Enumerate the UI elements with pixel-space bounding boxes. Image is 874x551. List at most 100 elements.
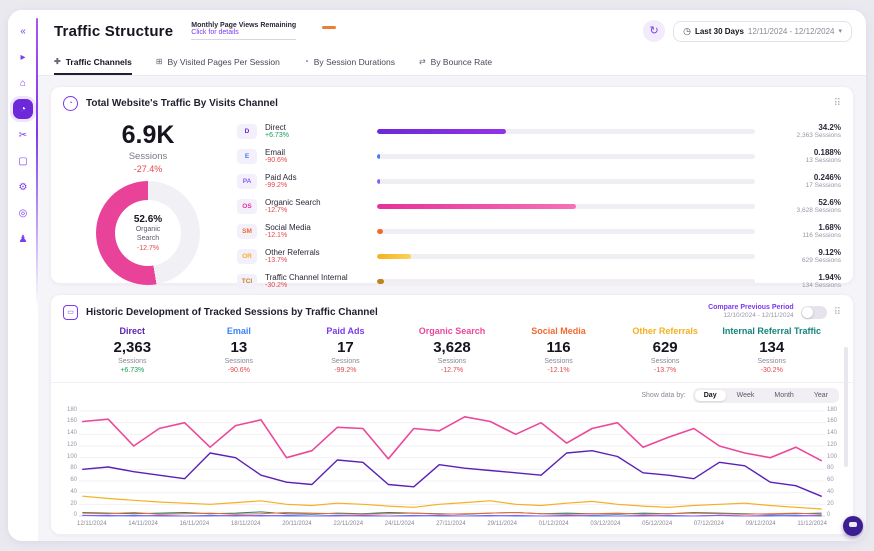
- tab-by-session-durations[interactable]: ◔ By Session Durations: [304, 52, 395, 75]
- sidebar-item[interactable]: ⌂: [8, 70, 38, 96]
- summary-other-referrals[interactable]: Other Referrals 629 Sessions -13.7%: [612, 326, 719, 375]
- granularity-day[interactable]: Day: [694, 389, 726, 401]
- y-tick-label: 0: [827, 512, 831, 519]
- channel-abbr-badge: OS: [237, 199, 257, 214]
- channel-bar-fill: [377, 279, 385, 284]
- sessions-line-chart[interactable]: 180 160 140 120 100 80 60 40 20 0 180 160 140 120 100…: [51, 405, 853, 519]
- x-tick-label: 16/11/2024: [179, 520, 210, 527]
- channel-meta: Traffic Channel Internal -30.2%: [265, 273, 369, 290]
- total-sessions-label: Sessions: [128, 151, 168, 162]
- summary-internal-referral-traffic[interactable]: Internal Referral Traffic 134 Sessions -30.…: [718, 326, 825, 375]
- channel-sessions: 17 Sessions: [805, 182, 841, 190]
- date-range-picker[interactable]: ◷ Last 30 Days 12/11/2024 - 12/12/2024 ▾: [673, 20, 852, 42]
- channel-row[interactable]: D Direct +6.73% 34.2% 2,363 Sessions: [237, 119, 841, 144]
- tab-by-visited-pages-per-session[interactable]: ⊞ By Visited Pages Per Session: [156, 52, 280, 75]
- series-social-media[interactable]: [83, 512, 821, 514]
- line-chart-canvas[interactable]: [79, 407, 825, 519]
- channel-sessions: 2,363 Sessions: [796, 132, 841, 140]
- sidebar-item[interactable]: «: [8, 18, 38, 44]
- tab-traffic-channels[interactable]: ✚ Traffic Channels: [54, 52, 132, 75]
- channel-change: -30.2%: [265, 282, 288, 290]
- chat-fab[interactable]: [843, 516, 863, 536]
- channel-name: Social Media: [265, 222, 311, 232]
- quota-title: Monthly Page Views Remaining: [191, 22, 297, 29]
- channel-abbr-badge: D: [237, 124, 257, 139]
- channel-name: Traffic Channel Internal: [265, 272, 348, 282]
- summary-channel-name: Paid Ads: [326, 326, 365, 337]
- summary-direct[interactable]: Direct 2,363 Sessions +6.73%: [79, 326, 186, 375]
- sidebar-item[interactable]: ▢: [8, 148, 38, 174]
- channel-pct: 1.94%: [818, 272, 841, 282]
- refresh-button[interactable]: ↻: [643, 20, 666, 42]
- card1-title: Total Website's Traffic By Visits Channe…: [86, 98, 278, 109]
- channel-stats: 1.68% 116 Sessions: [763, 223, 841, 240]
- granularity-week[interactable]: Week: [736, 391, 755, 399]
- granularity-year[interactable]: Year: [813, 391, 828, 399]
- quota-widget[interactable]: Monthly Page Views Remaining Click for d…: [191, 22, 297, 40]
- channel-row[interactable]: SM Social Media -12.1% 1.68% 116 Sessions: [237, 219, 841, 244]
- channel-row[interactable]: PA Paid Ads -99.2% 0.246% 17 Sessions: [237, 169, 841, 194]
- channel-row[interactable]: OR Other Referrals -13.7% 9.12% 629 Sessions: [237, 244, 841, 269]
- y-tick-label: 100: [827, 453, 838, 460]
- summary-channel-name: Internal Referral Traffic: [722, 326, 821, 337]
- x-tick-label: 22/11/2024: [333, 520, 364, 527]
- summary-organic-search[interactable]: Organic Search 3,628 Sessions -12.7%: [399, 326, 506, 375]
- channel-row[interactable]: TCI Traffic Channel Internal -30.2% 1.94% 13…: [237, 269, 841, 294]
- summary-change: -90.6%: [227, 367, 250, 375]
- channel-row[interactable]: OS Organic Search -12.7% 52.6% 3,628 Session…: [237, 194, 841, 219]
- refresh-icon: ↻: [649, 25, 659, 37]
- card2-menu-icon[interactable]: ⠿: [833, 306, 841, 318]
- quota-details-link[interactable]: Click for details: [191, 29, 239, 36]
- channel-abbr-badge: SM: [237, 224, 257, 239]
- compare-toggle[interactable]: [800, 305, 827, 319]
- tab-icon: ◔: [303, 57, 309, 66]
- compare-previous-label: Compare Previous Period: [708, 304, 794, 311]
- series-paid-ads[interactable]: [83, 515, 821, 516]
- tab-label: By Session Durations: [313, 56, 395, 67]
- channel-stats: 34.2% 2,363 Sessions: [763, 123, 841, 140]
- y-tick-label: 20: [70, 500, 77, 507]
- tab-icon: ✚: [54, 57, 61, 66]
- granularity-month[interactable]: Month: [774, 391, 794, 399]
- summary-sessions-value: 13: [230, 338, 248, 356]
- sidebar-item[interactable]: ✂: [8, 122, 38, 148]
- channel-change: -12.1%: [265, 232, 288, 240]
- card-scrollbar[interactable]: [844, 347, 848, 467]
- channel-bar-track: [377, 129, 755, 134]
- summary-sessions-label: Sessions: [118, 358, 147, 366]
- sidebar-item[interactable]: ◔: [8, 96, 38, 122]
- tab-by-bounce-rate[interactable]: ⇄ By Bounce Rate: [419, 52, 492, 75]
- summary-change: -13.7%: [654, 367, 677, 375]
- channel-meta: Paid Ads -99.2%: [265, 173, 369, 190]
- summary-social-media[interactable]: Social Media 116 Sessions -12.1%: [505, 326, 612, 375]
- donut-pct: 52.6%: [133, 214, 163, 226]
- quota-progress-bar: [322, 25, 337, 29]
- summary-channel-name: Email: [226, 326, 251, 337]
- y-tick-label: 180: [827, 406, 838, 413]
- channel-row[interactable]: E Email -90.6% 0.188% 13 Sessions: [237, 144, 841, 169]
- summary-change: -99.2%: [334, 367, 357, 375]
- channel-sessions: 13 Sessions: [805, 157, 841, 165]
- show-data-by-label: Show data by:: [641, 391, 686, 399]
- range-dates: 12/11/2024 - 12/12/2024: [747, 26, 835, 36]
- channel-abbr-badge: OR: [237, 249, 257, 264]
- series-organic-search[interactable]: [83, 416, 821, 460]
- channel-donut-chart[interactable]: 52.6% Organic Search -12.7%: [96, 181, 200, 285]
- play-icon: ▸: [20, 51, 26, 63]
- channel-stats: 52.6% 3,628 Sessions: [763, 198, 841, 215]
- tab-label: Traffic Channels: [65, 56, 132, 67]
- sidebar-item[interactable]: ▸: [8, 44, 38, 70]
- channel-stats: 0.246% 17 Sessions: [763, 173, 841, 190]
- home-icon: ⌂: [19, 77, 27, 89]
- sidebar-item[interactable]: ⚙: [8, 174, 38, 200]
- series-direct[interactable]: [83, 450, 821, 496]
- channel-bar-fill: [377, 254, 412, 259]
- y-tick-label: 60: [827, 477, 834, 484]
- card1-menu-icon[interactable]: ⠿: [833, 98, 841, 109]
- sidebar-item[interactable]: ◎: [8, 200, 38, 226]
- series-other-referrals[interactable]: [83, 496, 821, 509]
- channel-change: -13.7%: [265, 257, 288, 265]
- sidebar-item[interactable]: ♟: [8, 226, 38, 252]
- summary-paid-ads[interactable]: Paid Ads 17 Sessions -99.2%: [292, 326, 399, 375]
- summary-email[interactable]: Email 13 Sessions -90.6%: [186, 326, 293, 375]
